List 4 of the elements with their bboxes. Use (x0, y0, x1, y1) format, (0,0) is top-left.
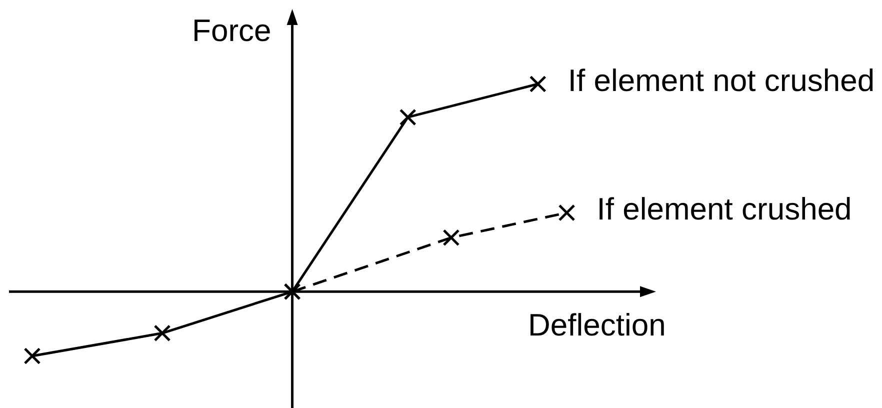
series-label: If element not crushed (568, 63, 875, 98)
series-label: If element crushed (596, 192, 852, 227)
y-axis-title: Force (192, 13, 272, 48)
x-axis-title: Deflection (528, 308, 666, 343)
